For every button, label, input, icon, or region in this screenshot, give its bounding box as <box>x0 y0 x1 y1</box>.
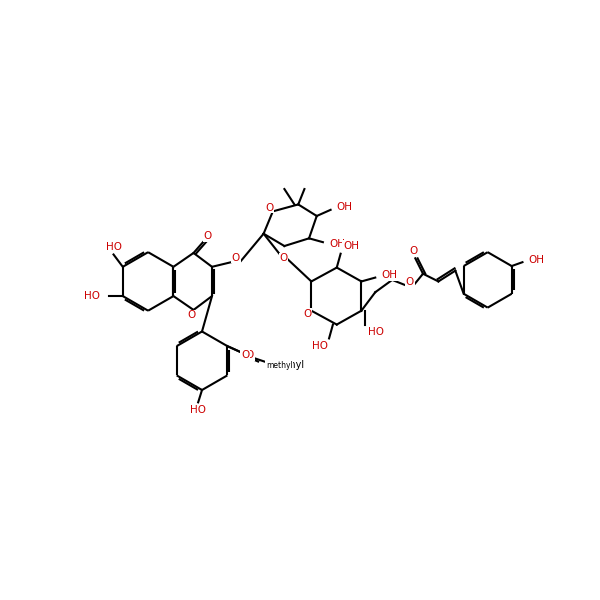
Text: OH: OH <box>343 241 359 251</box>
Text: O: O <box>280 253 288 263</box>
Text: O: O <box>406 277 414 287</box>
Text: O: O <box>203 231 212 241</box>
Text: O: O <box>232 253 240 263</box>
Text: O: O <box>241 350 249 359</box>
Text: HO: HO <box>311 341 328 351</box>
Text: HO: HO <box>368 327 383 337</box>
Text: HO: HO <box>190 405 206 415</box>
Text: OH: OH <box>382 270 397 280</box>
Text: HO: HO <box>106 242 122 252</box>
Text: methyl: methyl <box>266 361 293 370</box>
Text: O: O <box>246 350 254 361</box>
Text: OH: OH <box>529 255 545 265</box>
Text: OH: OH <box>329 239 345 250</box>
Text: methyl: methyl <box>269 361 304 370</box>
Text: O: O <box>410 245 418 256</box>
Text: O: O <box>188 310 196 320</box>
Text: OH: OH <box>337 202 353 212</box>
Text: HO: HO <box>83 291 100 301</box>
Text: O: O <box>304 309 311 319</box>
Text: O: O <box>266 203 274 212</box>
